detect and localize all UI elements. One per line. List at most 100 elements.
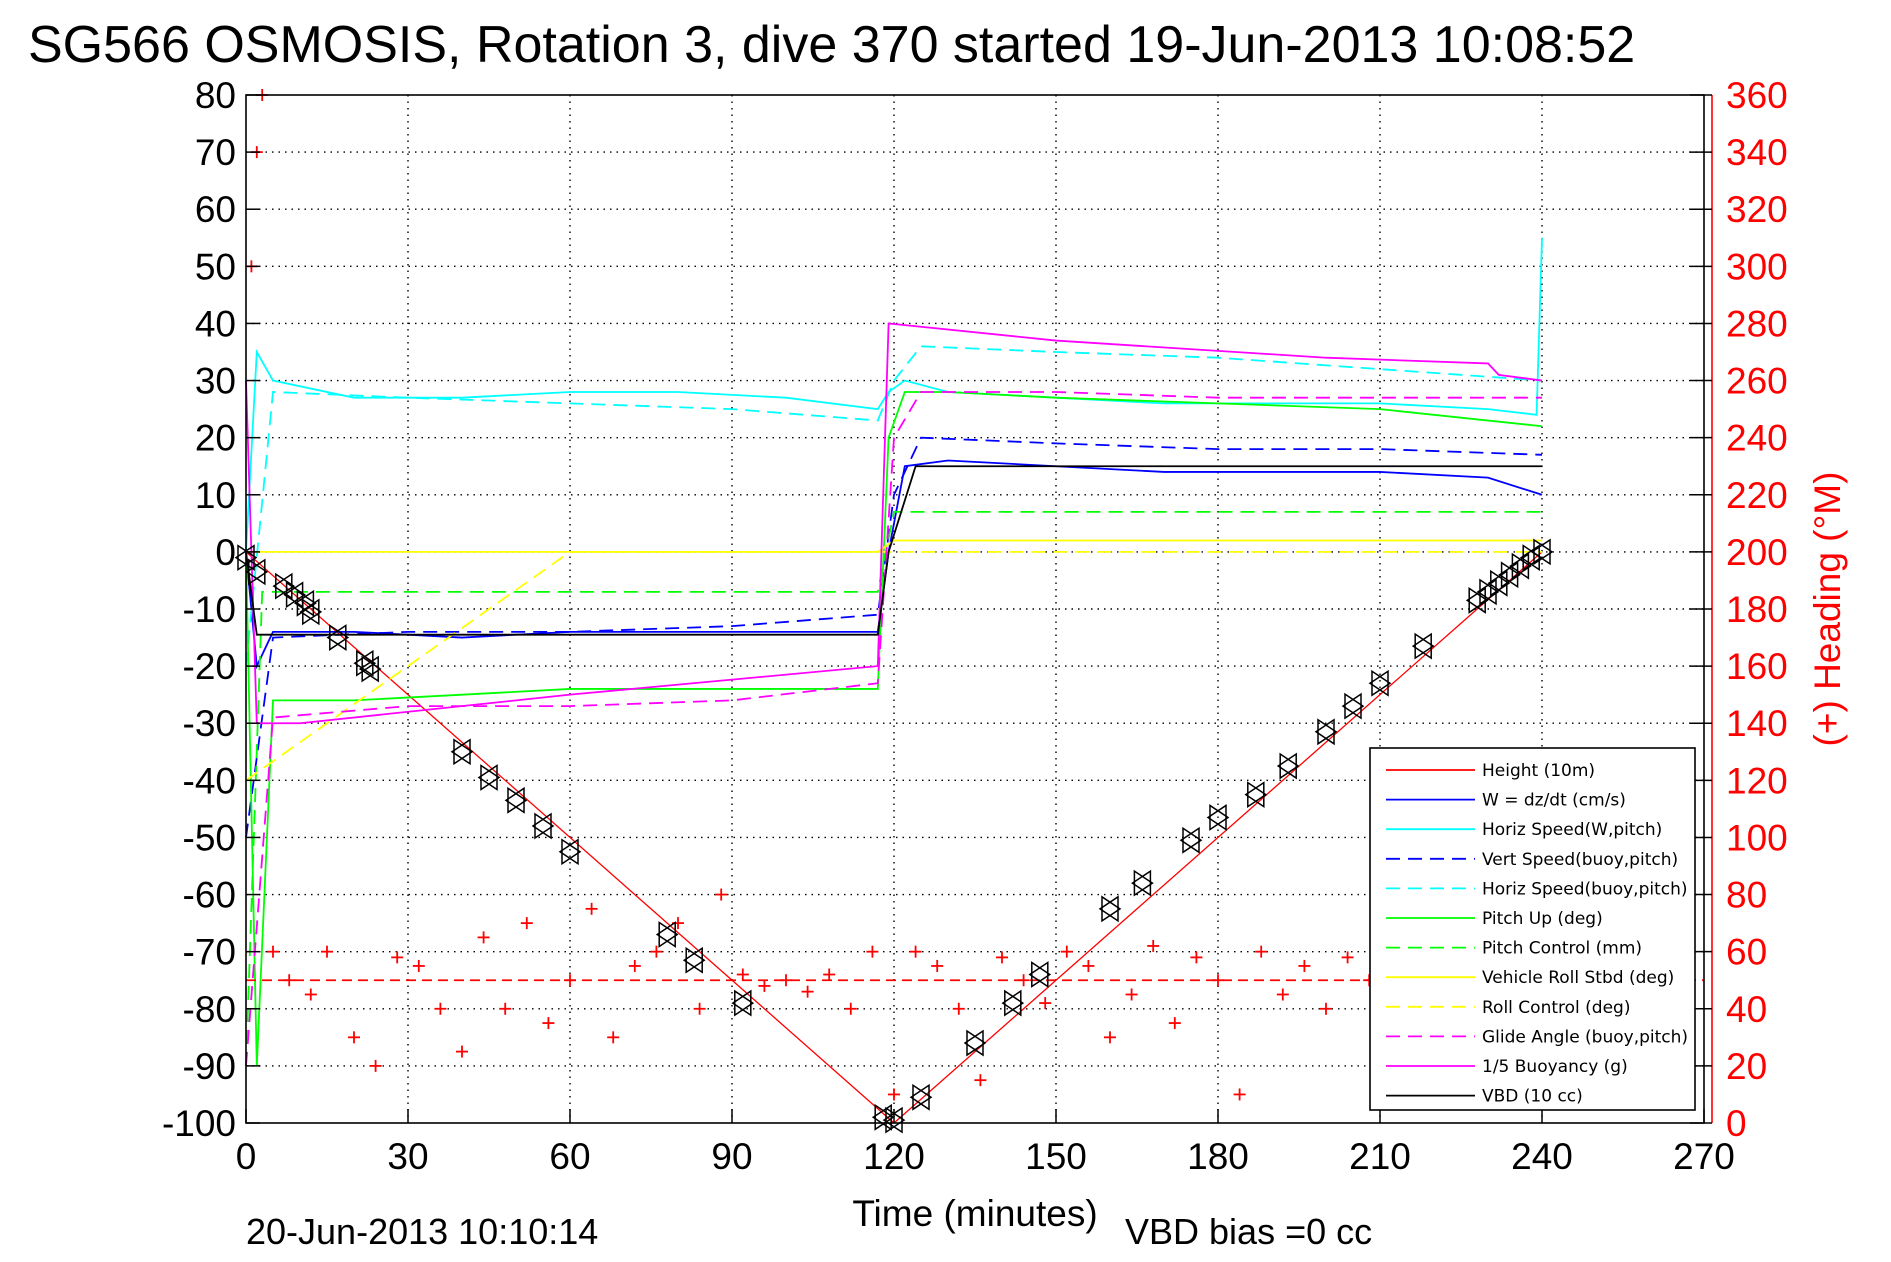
right-tick-label: 40 bbox=[1726, 989, 1767, 1030]
heading-marker bbox=[996, 951, 1008, 964]
depth-marker bbox=[1530, 538, 1554, 566]
depth-marker bbox=[1341, 692, 1365, 720]
bottom-tick-label: 120 bbox=[863, 1136, 925, 1177]
series-10-line bbox=[245, 322, 1543, 725]
heading-marker bbox=[499, 1002, 512, 1015]
heading-marker bbox=[585, 902, 598, 915]
x-axis-label: Time (minutes) bbox=[852, 1193, 1097, 1234]
heading-marker bbox=[736, 968, 749, 981]
legend-label: 1/5 Buoyancy (g) bbox=[1482, 1057, 1628, 1077]
heading-marker bbox=[1190, 951, 1203, 964]
heading-marker bbox=[1320, 1002, 1332, 1015]
right-tick-label: 180 bbox=[1726, 589, 1788, 630]
heading-marker bbox=[931, 959, 944, 972]
series-5-line bbox=[245, 391, 1543, 1066]
heading-marker bbox=[888, 1088, 900, 1101]
legend-label: Glide Angle (buoy,pitch) bbox=[1482, 1027, 1688, 1047]
left-axis-ticks: 80 70 60 50 40 30 20 10 0 -10 -20 -30 -40 -50 -60 -70 -8… bbox=[162, 75, 260, 1144]
legend-label: Pitch Up (deg) bbox=[1482, 909, 1603, 929]
right-axis-ticks: 3603403203002802602402202001801601401201… bbox=[1690, 75, 1788, 1144]
left-tick-label: 20 bbox=[195, 418, 236, 459]
heading-marker bbox=[628, 959, 641, 972]
bottom-tick-label: 270 bbox=[1673, 1136, 1735, 1177]
heading-marker bbox=[1082, 959, 1095, 972]
footer-timestamp: 20-Jun-2013 10:10:14 bbox=[246, 1211, 598, 1252]
heading-marker bbox=[650, 945, 663, 958]
left-tick-label: 10 bbox=[195, 475, 236, 516]
depth-marker bbox=[1368, 669, 1392, 697]
heading-marker bbox=[823, 968, 836, 981]
depth-marker bbox=[326, 624, 350, 651]
bottom-tick-label: 150 bbox=[1025, 1136, 1087, 1177]
left-tick-label: 40 bbox=[195, 303, 236, 344]
heading-marker bbox=[1039, 997, 1052, 1010]
footer-vbd-bias: VBD bias =0 cc bbox=[1125, 1211, 1372, 1252]
legend-box bbox=[1369, 747, 1696, 1111]
right-tick-label: 280 bbox=[1726, 303, 1788, 344]
heading-marker bbox=[715, 888, 728, 901]
right-tick-label: 60 bbox=[1726, 932, 1767, 973]
series-6-line bbox=[245, 511, 1542, 1066]
right-tick-label: 300 bbox=[1726, 246, 1788, 287]
left-tick-label: 80 bbox=[195, 75, 236, 116]
legend-label: Vehicle Roll Stbd (deg) bbox=[1482, 968, 1674, 988]
heading-marker bbox=[844, 1002, 857, 1015]
left-tick-label: 50 bbox=[195, 246, 236, 287]
depth-marker bbox=[504, 786, 528, 814]
heading-marker bbox=[391, 951, 404, 964]
left-tick-label: 30 bbox=[195, 361, 236, 402]
depth-marker bbox=[1411, 632, 1435, 660]
heading-marker bbox=[952, 1002, 965, 1015]
legend-label: Height (10m) bbox=[1482, 761, 1595, 781]
depth-marker bbox=[1179, 826, 1203, 854]
depth-marker bbox=[882, 1106, 906, 1134]
left-tick-label: -20 bbox=[183, 646, 236, 687]
heading-marker bbox=[607, 1031, 620, 1044]
heading-marker bbox=[1168, 1017, 1181, 1030]
depth-marker bbox=[1244, 781, 1268, 809]
depth-marker bbox=[1028, 961, 1052, 988]
depth-marker bbox=[655, 921, 679, 948]
right-tick-label: 260 bbox=[1726, 361, 1788, 402]
left-tick-label: 0 bbox=[215, 532, 236, 573]
heading-marker bbox=[693, 1002, 706, 1015]
right-tick-label: 100 bbox=[1726, 817, 1788, 858]
left-tick-label: -100 bbox=[162, 1103, 236, 1144]
right-tick-label: 320 bbox=[1726, 189, 1788, 230]
heading-marker bbox=[321, 945, 333, 958]
legend-label: Pitch Control (mm) bbox=[1482, 939, 1642, 959]
heading-marker bbox=[1125, 988, 1138, 1001]
left-tick-label: -30 bbox=[183, 703, 236, 744]
legend-label: VBD (10 cc) bbox=[1482, 1087, 1583, 1107]
bottom-tick-label: 0 bbox=[236, 1136, 257, 1177]
left-tick-label: 70 bbox=[195, 132, 236, 173]
bottom-tick-label: 210 bbox=[1349, 1136, 1411, 1177]
depth-marker bbox=[1098, 895, 1122, 923]
heading-marker bbox=[520, 917, 533, 930]
bottom-tick-label: 90 bbox=[711, 1136, 752, 1177]
heading-marker bbox=[1212, 974, 1224, 987]
depth-marker bbox=[682, 946, 706, 974]
left-tick-label: -90 bbox=[183, 1046, 236, 1087]
bottom-tick-label: 180 bbox=[1187, 1136, 1249, 1177]
series-3-line bbox=[245, 436, 1543, 838]
depth-marker bbox=[1131, 869, 1154, 897]
heading-marker bbox=[909, 945, 922, 958]
heading-marker bbox=[974, 1074, 987, 1087]
right-tick-label: 200 bbox=[1726, 532, 1788, 573]
right-tick-label: 360 bbox=[1726, 75, 1788, 116]
right-tick-label: 240 bbox=[1726, 418, 1788, 459]
heading-marker bbox=[1341, 951, 1354, 964]
heading-marker bbox=[267, 945, 279, 958]
depth-marker bbox=[531, 812, 555, 840]
heading-marker bbox=[434, 1002, 447, 1015]
depth-marker bbox=[299, 598, 323, 626]
left-tick-label: -80 bbox=[183, 989, 236, 1030]
left-tick-label: 60 bbox=[195, 189, 236, 230]
depth-marker bbox=[358, 655, 382, 683]
bottom-axis-ticks: 0 30 60 90 120 150 180 210 240 270 bbox=[236, 1109, 1735, 1177]
depth-marker bbox=[963, 1029, 987, 1057]
left-tick-label: -10 bbox=[183, 589, 236, 630]
legend: Height (10m) W = dz/dt (cm/s) Horiz Speed(… bbox=[1369, 747, 1696, 1111]
